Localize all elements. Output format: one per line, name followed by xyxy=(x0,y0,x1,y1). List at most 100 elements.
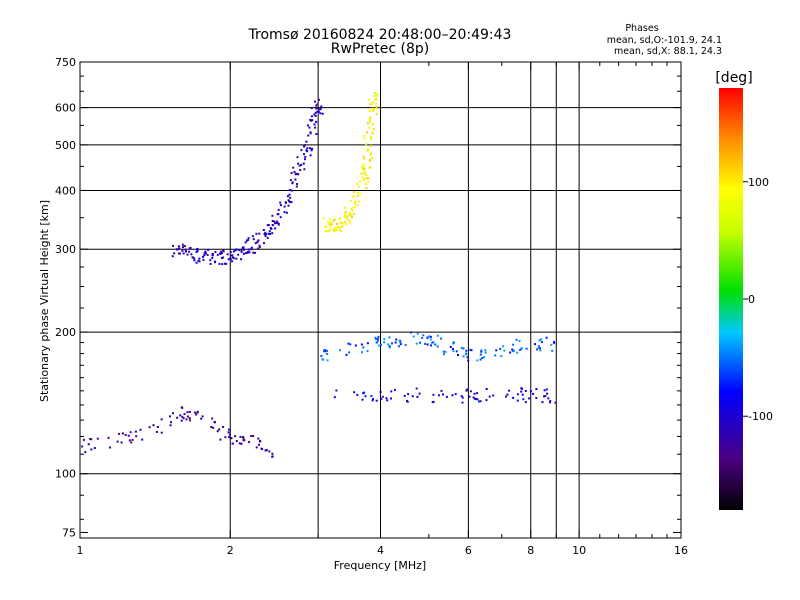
x-tick-label: 8 xyxy=(527,544,534,557)
data-point xyxy=(432,393,435,396)
data-point xyxy=(431,401,434,404)
data-point xyxy=(96,437,99,440)
data-point xyxy=(545,336,548,339)
data-point xyxy=(290,201,293,204)
colorbar-label: [deg] xyxy=(715,70,752,86)
data-point xyxy=(169,424,172,427)
data-point xyxy=(356,393,359,396)
data-point xyxy=(357,185,360,188)
data-point xyxy=(545,388,548,391)
data-point xyxy=(353,190,356,193)
data-point xyxy=(305,149,308,152)
data-point xyxy=(416,395,419,398)
data-point xyxy=(176,416,179,419)
data-point xyxy=(495,349,498,352)
data-point xyxy=(134,430,137,433)
data-point xyxy=(349,221,351,224)
data-point xyxy=(160,418,163,421)
data-point xyxy=(203,252,206,255)
data-point xyxy=(271,452,274,455)
data-point xyxy=(455,350,458,353)
data-point xyxy=(194,411,197,414)
data-point xyxy=(201,415,204,418)
data-point xyxy=(214,251,217,254)
data-point xyxy=(120,441,123,444)
data-point xyxy=(479,400,482,403)
data-point xyxy=(350,216,353,219)
data-point xyxy=(246,250,249,253)
data-point xyxy=(90,438,93,441)
data-point xyxy=(130,441,133,444)
data-point xyxy=(371,107,374,110)
data-point xyxy=(366,122,369,125)
data-point xyxy=(344,211,347,213)
x-tick-label: 4 xyxy=(377,544,384,557)
data-point xyxy=(461,396,464,399)
data-point xyxy=(318,98,320,101)
data-point xyxy=(426,336,429,339)
data-point xyxy=(195,261,198,264)
data-point xyxy=(93,447,96,449)
data-point xyxy=(476,392,478,395)
data-point xyxy=(218,428,221,431)
data-point xyxy=(124,433,127,436)
data-point xyxy=(363,391,366,394)
data-point xyxy=(170,421,172,424)
data-point xyxy=(366,149,369,152)
data-point xyxy=(373,128,375,131)
data-point xyxy=(222,256,225,259)
data-point xyxy=(465,389,468,392)
data-point xyxy=(468,395,471,398)
data-point xyxy=(139,428,142,431)
data-point xyxy=(429,338,432,341)
data-point xyxy=(442,350,445,353)
data-point xyxy=(521,393,524,396)
data-point xyxy=(250,435,253,437)
data-point xyxy=(457,354,459,356)
data-point xyxy=(173,252,176,255)
x-tick-label: 10 xyxy=(572,544,586,557)
data-point xyxy=(311,147,313,150)
data-point xyxy=(388,346,391,349)
data-point xyxy=(397,345,400,348)
x-tick-label: 1 xyxy=(77,544,84,557)
data-point xyxy=(528,397,531,400)
data-point xyxy=(255,446,258,449)
data-point xyxy=(223,262,226,265)
data-point xyxy=(118,432,121,435)
data-point xyxy=(148,426,151,429)
data-point xyxy=(524,401,527,404)
data-point xyxy=(341,222,344,225)
data-point xyxy=(516,399,519,402)
data-point xyxy=(538,339,541,342)
data-point xyxy=(368,98,370,101)
data-point xyxy=(254,242,257,245)
data-point xyxy=(349,343,352,346)
data-point xyxy=(368,160,371,163)
data-point xyxy=(326,230,329,233)
data-point xyxy=(256,247,259,250)
data-point xyxy=(89,438,92,440)
data-point xyxy=(310,107,313,110)
data-point xyxy=(141,438,144,441)
colorbar-gradient xyxy=(719,88,743,510)
data-point xyxy=(235,257,238,260)
data-point xyxy=(213,420,216,423)
data-point xyxy=(434,343,437,346)
data-point xyxy=(240,249,243,252)
data-point xyxy=(415,342,418,345)
y-tick-label: 500 xyxy=(55,139,76,152)
data-point xyxy=(231,442,234,445)
data-point xyxy=(121,432,124,435)
data-point xyxy=(343,215,346,218)
data-point xyxy=(354,200,357,203)
data-point xyxy=(197,259,200,262)
data-point xyxy=(185,418,188,421)
data-point xyxy=(483,356,485,358)
data-point xyxy=(329,221,332,224)
data-point xyxy=(128,439,131,442)
data-point xyxy=(309,154,312,157)
data-point xyxy=(294,173,297,176)
data-point xyxy=(232,250,235,253)
data-point xyxy=(176,248,179,251)
